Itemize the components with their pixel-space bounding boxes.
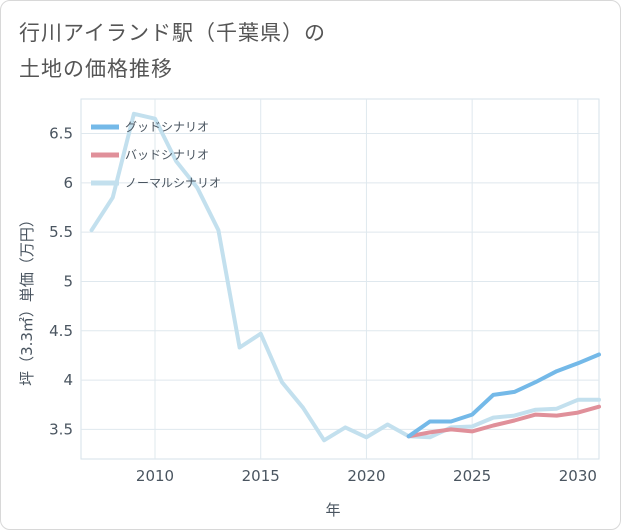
- y-tick-label: 6.5: [49, 125, 73, 143]
- y-axis-title: 坪（3.3㎡）単価（万円）: [18, 212, 36, 386]
- y-tick-label: 6: [63, 174, 73, 192]
- x-tick-label: 2010: [136, 467, 174, 485]
- y-tick-label: 3.5: [49, 420, 73, 438]
- y-tick-label: 4: [63, 371, 73, 389]
- x-axis-title: 年: [325, 501, 340, 519]
- x-tick-label: 2030: [559, 467, 597, 485]
- chart-title: 行川アイランド駅（千葉県）の 土地の価格推移: [19, 21, 326, 81]
- x-tick-label: 2020: [347, 467, 385, 485]
- normal-scenario-line: [89, 111, 601, 443]
- good-scenario-line: [406, 352, 601, 439]
- legend-item-bad-label: バッドシナリオ: [125, 148, 209, 162]
- legend-item-normal-label: ノーマルシナリオ: [125, 176, 221, 190]
- y-tick-label: 5.5: [49, 223, 73, 241]
- plot-area: [80, 98, 600, 460]
- series-lines: [89, 111, 601, 443]
- x-tick-label: 2025: [453, 467, 491, 485]
- x-tick-label: 2015: [242, 467, 280, 485]
- grid-lines: [81, 99, 599, 459]
- tick-labels: 2010 2015 2020 2025 2030 3.5 4 4.5 5 5.5 6 6.5: [49, 125, 597, 485]
- legend-item-good-label: グッドシナリオ: [125, 120, 209, 134]
- bad-scenario-line: [406, 404, 601, 439]
- y-tick-label: 4.5: [49, 322, 73, 340]
- y-tick-label: 5: [63, 272, 73, 290]
